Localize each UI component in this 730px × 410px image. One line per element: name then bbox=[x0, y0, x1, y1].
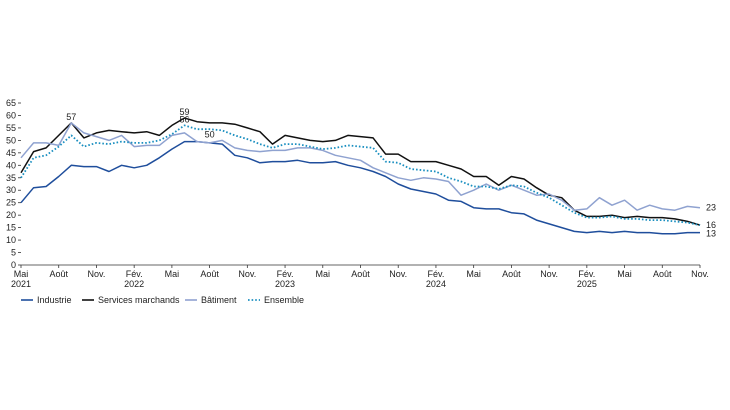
y-tick-label: 35 bbox=[6, 173, 16, 183]
y-tick-label: 20 bbox=[6, 210, 16, 220]
y-axis: 0 5 10 15 20 25 30 35 40 45 50 55 60 65 bbox=[6, 98, 21, 270]
legend-label: Services marchands bbox=[98, 295, 180, 305]
x-tick-year-label: 2021 bbox=[11, 279, 31, 289]
legend: Industrie Services marchands Bâtiment Ensem… bbox=[21, 295, 304, 305]
x-tick-label: Nov. bbox=[389, 269, 407, 279]
x-tick-label: Nov. bbox=[88, 269, 106, 279]
x-tick-label: Mai bbox=[466, 269, 481, 279]
x-tick-label: Fév. bbox=[277, 269, 294, 279]
series-line-services-marchands bbox=[20, 117, 701, 226]
x-tick-label: Août bbox=[351, 269, 370, 279]
y-tick-label: 40 bbox=[6, 160, 16, 170]
y-tick-label: 15 bbox=[6, 223, 16, 233]
annotation-label: 59 bbox=[179, 107, 189, 117]
y-tick-label: 65 bbox=[6, 98, 16, 108]
x-tick-year-label: 2024 bbox=[426, 279, 446, 289]
x-tick-label: Nov. bbox=[238, 269, 256, 279]
annotation-label: 56 bbox=[179, 114, 189, 124]
x-tick-label: Août bbox=[502, 269, 521, 279]
x-tick-label: Fév. bbox=[578, 269, 595, 279]
y-tick-label: 60 bbox=[6, 110, 16, 120]
series-line-ensemble bbox=[20, 124, 701, 226]
series-line-industrie bbox=[20, 140, 700, 235]
legend-label: Bâtiment bbox=[201, 295, 237, 305]
x-tick-year-label: 2022 bbox=[124, 279, 144, 289]
x-tick-label: Mai bbox=[165, 269, 180, 279]
end-value-label: 23 bbox=[706, 203, 716, 213]
y-tick-label: 5 bbox=[11, 248, 16, 258]
y-tick-label: 30 bbox=[6, 185, 16, 195]
end-value-label: 13 bbox=[706, 229, 716, 239]
x-tick-year-label: 2025 bbox=[577, 279, 597, 289]
series-line-batiment bbox=[20, 122, 701, 211]
annotation-label: 57 bbox=[66, 112, 76, 122]
y-tick-label: 55 bbox=[6, 123, 16, 133]
x-tick-label: Fév. bbox=[428, 269, 445, 279]
x-tick-label: Fév. bbox=[126, 269, 143, 279]
x-tick-label: Août bbox=[200, 269, 219, 279]
x-tick-label: Août bbox=[653, 269, 672, 279]
x-tick-label: Août bbox=[49, 269, 68, 279]
x-tick-label: Nov. bbox=[691, 269, 709, 279]
x-tick-label: Mai bbox=[316, 269, 331, 279]
y-tick-label: 0 bbox=[11, 260, 16, 270]
x-tick-label: Mai bbox=[617, 269, 632, 279]
x-tick-label: Nov. bbox=[540, 269, 558, 279]
x-tick-label: Mai bbox=[14, 269, 29, 279]
y-tick-label: 10 bbox=[6, 235, 16, 245]
y-tick-label: 50 bbox=[6, 135, 16, 145]
x-tick-year-label: 2023 bbox=[275, 279, 295, 289]
legend-label: Industrie bbox=[37, 295, 72, 305]
end-value-label: 16 bbox=[706, 220, 716, 230]
series-layer bbox=[20, 117, 701, 235]
annotation-label: 50 bbox=[205, 129, 215, 139]
y-tick-label: 45 bbox=[6, 148, 16, 158]
legend-label: Ensemble bbox=[264, 295, 304, 305]
y-tick-label: 25 bbox=[6, 198, 16, 208]
